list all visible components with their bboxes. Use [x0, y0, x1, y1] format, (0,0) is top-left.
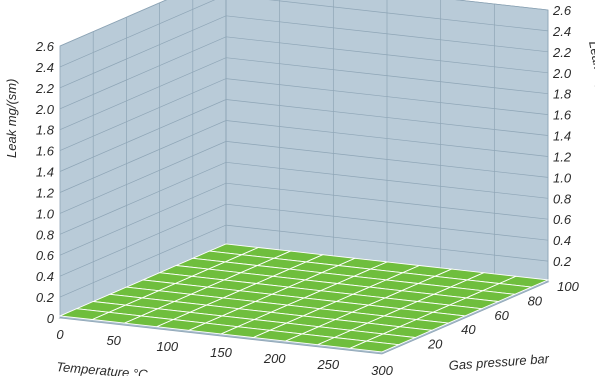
z-tick-label-left: 2.4: [35, 60, 54, 75]
z-tick-label-right: 1.8: [553, 87, 572, 102]
y-tick-label: 60: [494, 308, 509, 323]
z-tick-label-right: 1.2: [553, 150, 572, 165]
z-tick-label-right: 2.0: [552, 66, 572, 81]
y-tick-label: 20: [427, 337, 443, 352]
z-axis-label-right: Leak mg/(sm): [586, 40, 595, 121]
z-tick-label-left: 0.2: [36, 290, 55, 305]
x-axis-label: Temperature °C: [56, 359, 149, 376]
z-tick-label-left: 0.4: [36, 269, 54, 284]
z-tick-label-right: 2.6: [552, 3, 572, 18]
x-tick-label: 0: [56, 327, 64, 342]
z-tick-label-left: 2.2: [35, 81, 55, 96]
z-tick-label-left: 0: [47, 311, 55, 326]
chart-gridlines: [59, 0, 549, 319]
z-tick-label-right: 0.6: [553, 212, 572, 227]
z-tick-label-left: 1.8: [36, 123, 55, 138]
x-tick-label: 200: [263, 351, 286, 366]
z-axis-label-left: Leak mg/(sm): [4, 79, 19, 158]
z-tick-label-left: 2.6: [35, 39, 55, 54]
surface-cell: [58, 308, 111, 320]
y-tick-label: 100: [557, 279, 579, 294]
z-tick-label-left: 0.8: [36, 227, 55, 242]
y-axis-label: Gas pressure bar: [448, 351, 550, 373]
z-tick-label-right: 2.2: [552, 45, 572, 60]
z-tick-label-right: 0.4: [553, 233, 571, 248]
x-tick-label: 250: [316, 357, 339, 372]
x-tick-label: 150: [210, 345, 232, 360]
y-tick-label: 40: [461, 322, 476, 337]
z-tick-label-left: 1.2: [36, 186, 55, 201]
tick-labels: 0 50 100 150 200 250 300 20 40 60 80 100 0 0.2 0.4 0.6 0…: [35, 3, 580, 376]
z-tick-label-left: 1.6: [36, 144, 55, 159]
x-tick-label: 300: [371, 363, 393, 376]
z-tick-label-left: 1.4: [36, 165, 54, 180]
z-tick-label-right: 1.6: [553, 108, 572, 123]
z-tick-label-right: 2.4: [552, 24, 571, 39]
z-tick-label-left: 0.6: [36, 248, 55, 263]
z-tick-label-left: 2.0: [35, 102, 55, 117]
x-tick-label: 100: [156, 339, 178, 354]
z-tick-label-left: 1.0: [36, 206, 55, 221]
z-tick-label-right: 0.2: [553, 254, 572, 269]
surface-mesh: [58, 243, 550, 353]
y-tick-label: 80: [528, 293, 543, 308]
x-tick-label: 50: [106, 333, 121, 348]
z-tick-label-right: 0.8: [553, 191, 572, 206]
z-tick-label-right: 1.0: [553, 170, 572, 185]
z-tick-label-right: 1.4: [553, 129, 571, 144]
z-gridline: [59, 0, 549, 47]
